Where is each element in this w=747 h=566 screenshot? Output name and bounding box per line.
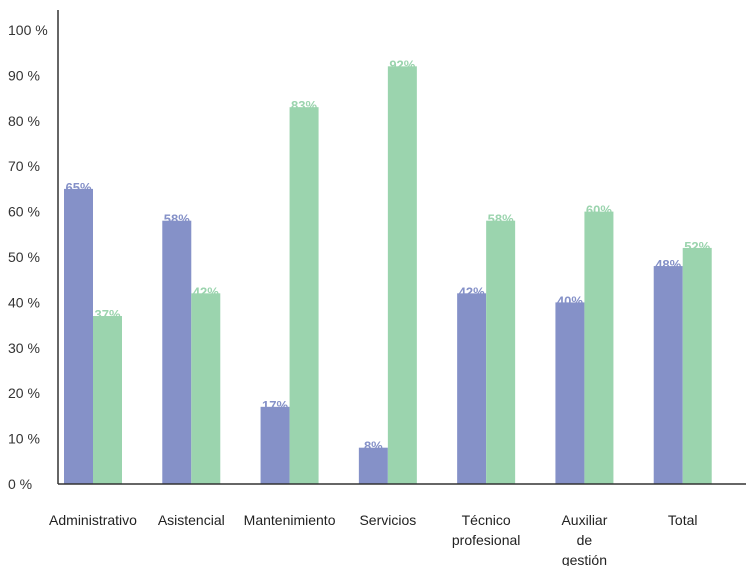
- bar-series-1: [162, 220, 192, 484]
- bar-series-1: [358, 447, 388, 484]
- bar-series-2: [93, 316, 122, 484]
- bar-value-label: 17%: [262, 398, 288, 413]
- x-category-label: Mantenimiento: [244, 512, 336, 528]
- bar-value-label: 58%: [164, 212, 190, 227]
- bar-series-1: [64, 188, 93, 484]
- bar-value-label: 92%: [389, 57, 415, 72]
- y-tick-label: 20 %: [8, 385, 40, 401]
- y-tick-label: 40 %: [8, 294, 40, 310]
- bar-value-label: 65%: [65, 180, 91, 195]
- x-category-label: Administrativo: [49, 512, 137, 528]
- bar-value-label: 42%: [193, 284, 219, 299]
- bar-value-label: 60%: [586, 203, 612, 218]
- bar-series-1: [555, 302, 585, 484]
- y-tick-label: 50 %: [8, 249, 40, 265]
- bar-series-2: [191, 293, 221, 484]
- bar-value-label: 40%: [557, 293, 583, 308]
- y-tick-label: 60 %: [8, 204, 40, 220]
- bar-value-label: 48%: [655, 257, 681, 272]
- bar-value-label: 58%: [488, 212, 514, 227]
- bar-value-label: 37%: [94, 307, 120, 322]
- bar-value-label: 42%: [459, 284, 485, 299]
- bar-series-2: [584, 211, 614, 484]
- bars: [64, 66, 712, 485]
- y-tick-label: 70 %: [8, 158, 40, 174]
- bar-series-1: [653, 266, 683, 484]
- x-category-label: Auxiliar de gestión: [561, 512, 607, 566]
- y-tick-label: 100 %: [8, 22, 48, 38]
- bar-value-label: 83%: [291, 98, 317, 113]
- x-axis-category-labels: Administrativo Asistencial Mantenimiento Se…: [49, 512, 697, 566]
- y-tick-label: 90 %: [8, 67, 40, 83]
- y-tick-label: 10 %: [8, 431, 40, 447]
- x-category-label: Técnico profesional: [452, 512, 521, 548]
- bar-series-1: [260, 406, 290, 484]
- bar-series-2: [289, 107, 319, 485]
- bar-series-2: [682, 247, 712, 484]
- y-tick-label: 30 %: [8, 340, 40, 356]
- x-category-label: Servicios: [359, 512, 416, 528]
- value-labels: 65% 37% 58% 42% 17% 83% 8% 92% 42% 58% 40% 60% 48%52…: [65, 57, 710, 453]
- bar-series-1: [457, 293, 487, 484]
- y-axis-ticks: 0 % 10 % 20 % 30 % 40 % 50 % 60 % 70 % 80 % 90 % 1…: [8, 22, 48, 492]
- bar-value-label: 52%: [684, 239, 710, 254]
- bar-series-2: [486, 220, 516, 484]
- y-tick-label: 0 %: [8, 476, 32, 492]
- y-tick-label: 80 %: [8, 113, 40, 129]
- x-category-label: Total: [668, 512, 698, 528]
- bar-value-label: 8%: [364, 439, 383, 454]
- bar-series-2: [387, 66, 417, 484]
- x-category-label: Asistencial: [158, 512, 225, 528]
